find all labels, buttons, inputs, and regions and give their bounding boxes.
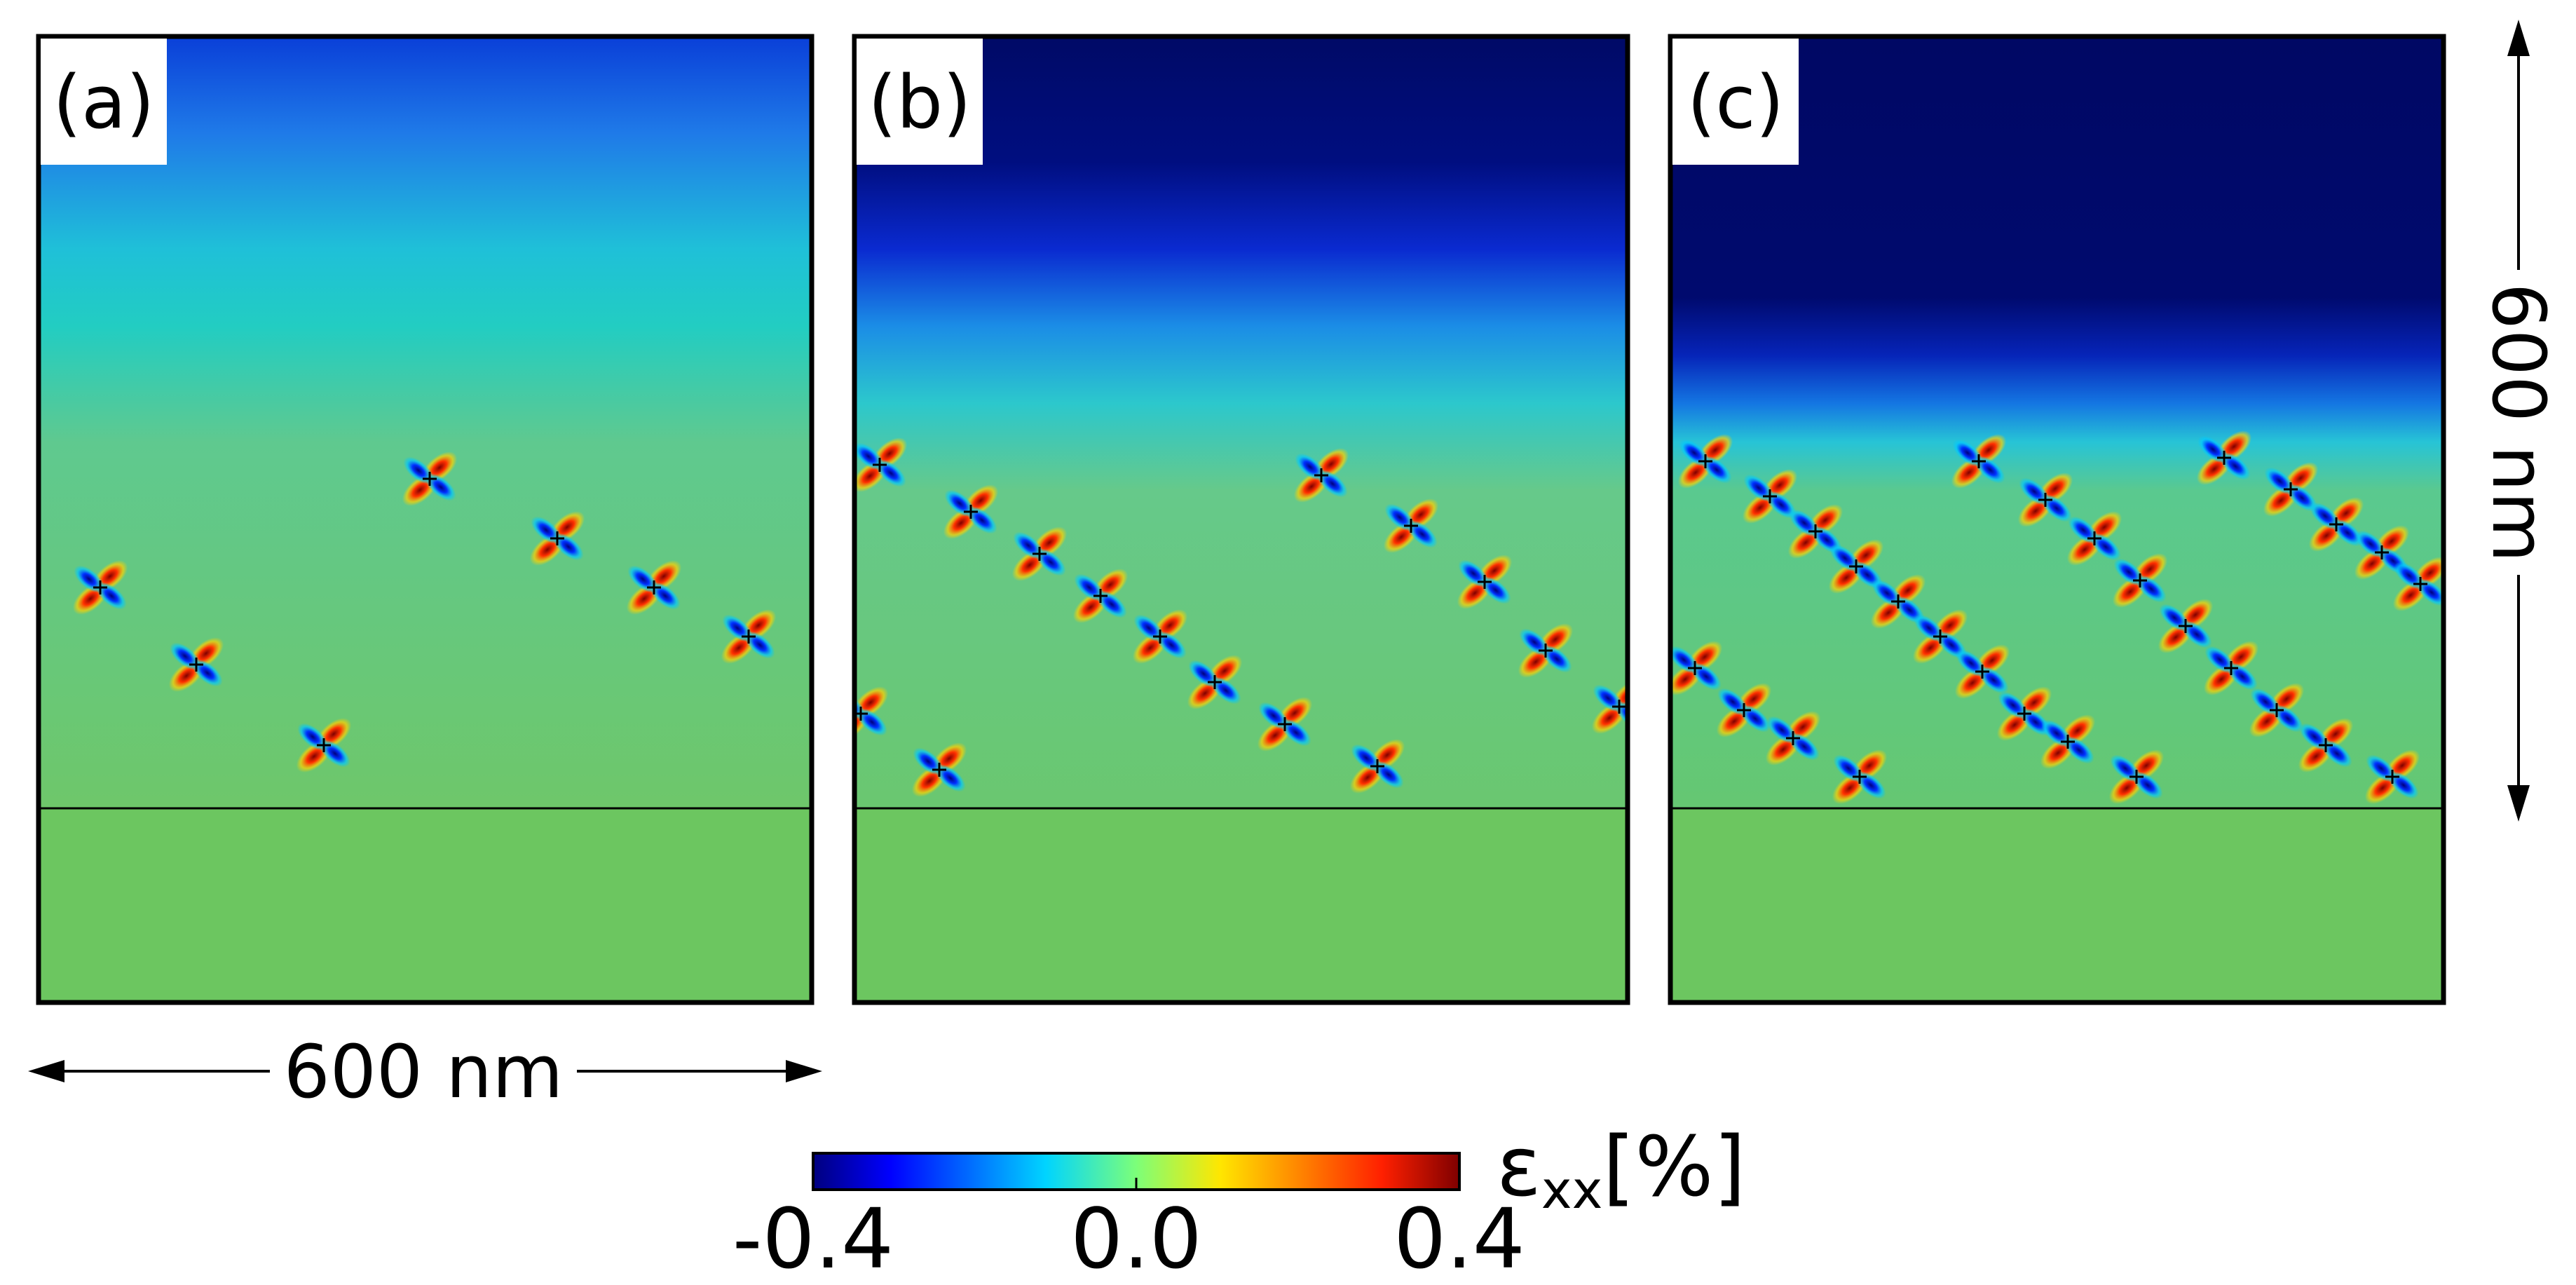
panel-frame [1668, 34, 2446, 1005]
colorbar-title: εxx[%] [1497, 1118, 1746, 1221]
panel-label-a: (a) [53, 60, 155, 145]
horizontal-scale-bar: 600 nm [28, 1029, 822, 1115]
colorbar-tick-mid: 0.0 [1070, 1190, 1202, 1285]
colorbar-tick-max: 0.4 [1393, 1190, 1525, 1285]
colorbar-tick-min: -0.4 [732, 1190, 894, 1285]
panel-frame [852, 34, 1630, 1005]
vertical-scale-bar: 600 nm [2476, 20, 2561, 822]
panel-label-box [41, 39, 167, 165]
panel-label-box [857, 39, 983, 165]
panel-label-box [1672, 39, 1799, 165]
vertical-scale-label: 600 nm [2476, 283, 2561, 563]
panel-label-c: (c) [1687, 60, 1784, 145]
panel-frame [36, 34, 815, 1005]
panel-b: (b) [852, 34, 1630, 1005]
colorbar: -0.4 0.0 0.4 εxx[%] [732, 1118, 1746, 1285]
panel-c: (c) [1668, 34, 2446, 1005]
panel-label-b: (b) [868, 60, 971, 145]
horizontal-scale-label: 600 nm [284, 1029, 564, 1115]
panel-a: (a) [36, 34, 815, 1005]
